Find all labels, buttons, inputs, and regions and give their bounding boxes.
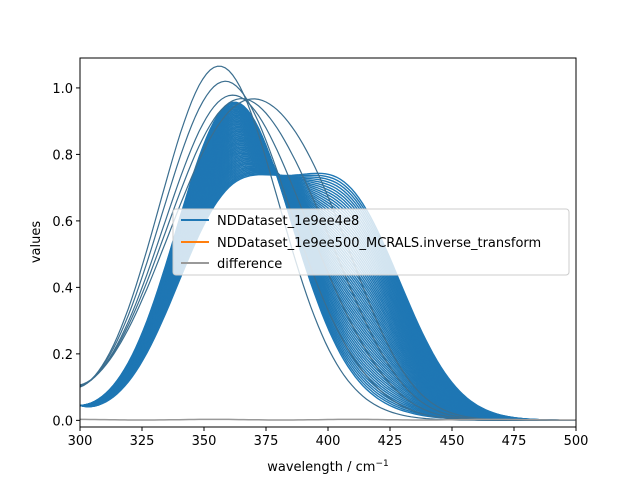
y-axis-ticks: 0.0 0.2 0.4 0.6 0.8 1.0 (52, 82, 80, 429)
y-tick-label: 0.6 (52, 215, 73, 230)
legend-box (172, 208, 570, 276)
legend-entry-2: difference (217, 257, 282, 272)
x-tick-label: 400 (316, 434, 341, 449)
x-axis-label: wavelength / cm−1 (267, 459, 388, 475)
x-axis-ticks: 300 325 350 375 400 425 450 475 500 (68, 427, 589, 449)
x-tick-label: 425 (378, 434, 403, 449)
y-tick-label: 1.0 (52, 82, 73, 97)
x-tick-label: 500 (564, 434, 589, 449)
y-axis-label: values (29, 221, 44, 264)
x-tick-label: 325 (130, 434, 155, 449)
legend: NDDataset_1e9ee4e8 NDDataset_1e9ee500_MC… (172, 208, 570, 276)
legend-entry-0: NDDataset_1e9ee4e8 (217, 214, 359, 229)
x-tick-label: 450 (440, 434, 465, 449)
y-tick-label: 0.8 (52, 148, 73, 163)
x-tick-label: 350 (192, 434, 217, 449)
x-tick-label: 375 (254, 434, 279, 449)
plot-series (80, 65, 576, 421)
x-tick-label: 475 (502, 434, 527, 449)
y-tick-label: 0.0 (52, 414, 73, 429)
legend-entry-1: NDDataset_1e9ee500_MCRALS.inverse_transf… (217, 236, 541, 251)
y-tick-label: 0.2 (52, 348, 73, 363)
difference-line (80, 418, 576, 421)
y-tick-label: 0.4 (52, 281, 73, 296)
x-tick-label: 300 (68, 434, 93, 449)
spectrum-line (80, 172, 575, 421)
